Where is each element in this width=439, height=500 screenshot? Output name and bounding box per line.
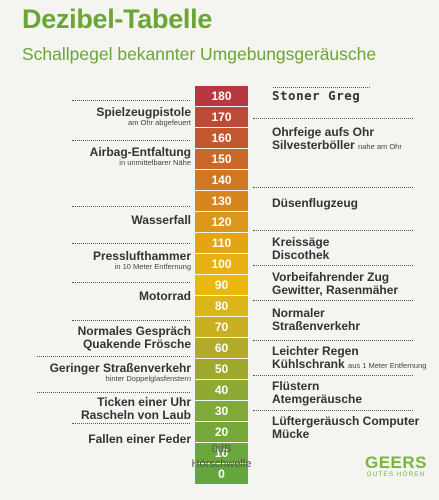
- divider: [253, 118, 413, 119]
- label-ticken-group: Ticken einer Uhr Rascheln von Laub: [80, 395, 191, 423]
- geers-logo: GEERS GUTES HÖREN: [358, 453, 434, 478]
- label-presslufthammer: Presslufthammer: [92, 249, 191, 263]
- label-verkehr-group: Normaler Straßenverkehr: [272, 306, 361, 334]
- label-gering-group: Geringer Straßenverkehr hinter Doppelgla…: [49, 361, 191, 384]
- label-kreissaege-group: Kreissäge Discothek: [272, 235, 330, 263]
- label-spielzeug-note: am Ohr abgefeuert: [128, 118, 191, 128]
- label-wasserfall: Wasserfall: [131, 213, 191, 227]
- divider: [72, 206, 190, 207]
- scale-segment-50: 50: [195, 359, 248, 379]
- label-gespraech-group: Normales Gespräch Quakende Frösche: [77, 324, 191, 352]
- label-airbag-note: in unmittelbarer Nähe: [119, 158, 191, 168]
- label-kreissaege: Kreissäge: [272, 235, 330, 249]
- scale-segment-130: 130: [195, 191, 248, 211]
- zero-db-note: 0dB Hörschwelle: [175, 442, 268, 472]
- label-fluestern-group: Flüstern Atemgeräusche: [272, 379, 363, 407]
- divider: [253, 230, 413, 231]
- divider: [253, 187, 413, 188]
- divider: [37, 392, 190, 393]
- label-airbag: Airbag-Entfaltung: [89, 145, 191, 159]
- label-spielzeug-group: Spielzeugpistole am Ohr abgefeuert: [96, 105, 191, 128]
- divider: [253, 300, 413, 301]
- label-fluestern: Flüstern: [272, 379, 320, 393]
- label-duesenflugzeug: Düsenflugzeug: [272, 196, 358, 210]
- divider: [253, 410, 413, 411]
- label-gering: Geringer Straßenverkehr: [49, 361, 191, 375]
- label-kuehlschrank-line: Kühlschrank aus 1 Meter Entfernung: [272, 358, 426, 371]
- scale-segment-70: 70: [195, 317, 248, 337]
- divider: [72, 320, 190, 321]
- scale-segment-100: 100: [195, 254, 248, 274]
- label-ticken: Ticken einer Uhr: [97, 395, 191, 409]
- label-ohrfeige: Ohrfeige aufs Ohr: [272, 125, 375, 139]
- label-silvester-text: Silvesterböller: [272, 138, 355, 153]
- scale-segment-150: 150: [195, 149, 248, 169]
- page-title: Dezibel-Tabelle: [22, 4, 213, 34]
- divider: [253, 375, 413, 376]
- label-stoner-greg: Stoner Greg: [272, 88, 361, 103]
- scale-segment-80: 80: [195, 296, 248, 316]
- label-luefter: Lüftergeräusch Computer: [272, 414, 420, 428]
- scale-segment-20: 20: [195, 422, 248, 442]
- scale-segment-30: 30: [195, 401, 248, 421]
- scale-segment-0: 0: [195, 464, 248, 484]
- scale-segment-180: 180: [195, 86, 248, 106]
- label-kuehlschrank: Kühlschrank: [272, 357, 345, 372]
- divider: [72, 243, 190, 244]
- scale-segment-120: 120: [195, 212, 248, 232]
- scale-segment-40: 40: [195, 380, 248, 400]
- label-kuehlschrank-note: aus 1 Meter Entfernung: [348, 361, 427, 371]
- zero-db-value: 0dB: [211, 443, 232, 455]
- label-normaler: Normaler: [272, 306, 325, 320]
- scale-segment-170: 170: [195, 107, 248, 127]
- divider: [72, 100, 190, 101]
- divider: [37, 356, 190, 357]
- scale-segment-90: 90: [195, 275, 248, 295]
- label-gewitter: Gewitter, Rasenmäher: [272, 283, 399, 298]
- label-froesche: Quakende Frösche: [82, 337, 191, 352]
- page-subtitle: Schallpegel bekannter Umgebungsgeräusche: [22, 44, 377, 64]
- divider: [273, 87, 370, 88]
- label-gespraech: Normales Gespräch: [77, 324, 191, 338]
- decibel-scale: 180 170 160 150 140 130 120 110 100 90 80 70 60 50 40 3…: [195, 86, 248, 485]
- zero-db-threshold: Hörschwelle: [191, 457, 252, 470]
- label-ohrfeige-group: Ohrfeige aufs Ohr Silvesterböller nahe a…: [272, 125, 402, 153]
- label-zug: Vorbeifahrender Zug: [272, 270, 390, 284]
- label-muecke: Mücke: [272, 427, 310, 442]
- label-motorrad: Motorrad: [139, 289, 191, 303]
- scale-segment-110: 110: [195, 233, 248, 253]
- divider: [72, 423, 190, 424]
- label-silvester-note: nahe am Ohr: [358, 142, 402, 152]
- label-airbag-group: Airbag-Entfaltung in unmittelbarer Nähe: [89, 145, 191, 168]
- scale-segment-60: 60: [195, 338, 248, 358]
- divider: [253, 340, 413, 341]
- label-luefter-group: Lüftergeräusch Computer Mücke: [272, 414, 420, 442]
- label-strassenverkehr: Straßenverkehr: [272, 319, 361, 334]
- label-atemgeraeusche: Atemgeräusche: [272, 392, 363, 407]
- label-feder: Fallen einer Feder: [88, 432, 191, 446]
- label-spielzeugpistole: Spielzeugpistole: [96, 105, 191, 119]
- divider: [253, 265, 413, 266]
- logo-tagline: GUTES HÖREN: [366, 471, 426, 478]
- scale-segment-140: 140: [195, 170, 248, 190]
- divider: [72, 140, 190, 141]
- label-zug-group: Vorbeifahrender Zug Gewitter, Rasenmäher: [272, 270, 399, 298]
- label-press-note: in 10 Meter Entfernung: [114, 262, 191, 272]
- scale-segment-160: 160: [195, 128, 248, 148]
- scale-segment-10: 10: [195, 443, 248, 463]
- label-press-group: Presslufthammer in 10 Meter Entfernung: [92, 249, 191, 272]
- divider: [72, 282, 190, 283]
- label-regen-group: Leichter Regen Kühlschrank aus 1 Meter E…: [272, 344, 426, 372]
- label-silvesterboeller: Silvesterböller nahe am Ohr: [272, 139, 402, 152]
- label-rascheln: Rascheln von Laub: [80, 408, 191, 423]
- label-discothek: Discothek: [272, 248, 330, 263]
- label-gering-note: hinter Doppelglasfenstern: [105, 374, 191, 384]
- logo-wordmark: GEERS: [364, 453, 428, 472]
- label-regen: Leichter Regen: [272, 344, 359, 358]
